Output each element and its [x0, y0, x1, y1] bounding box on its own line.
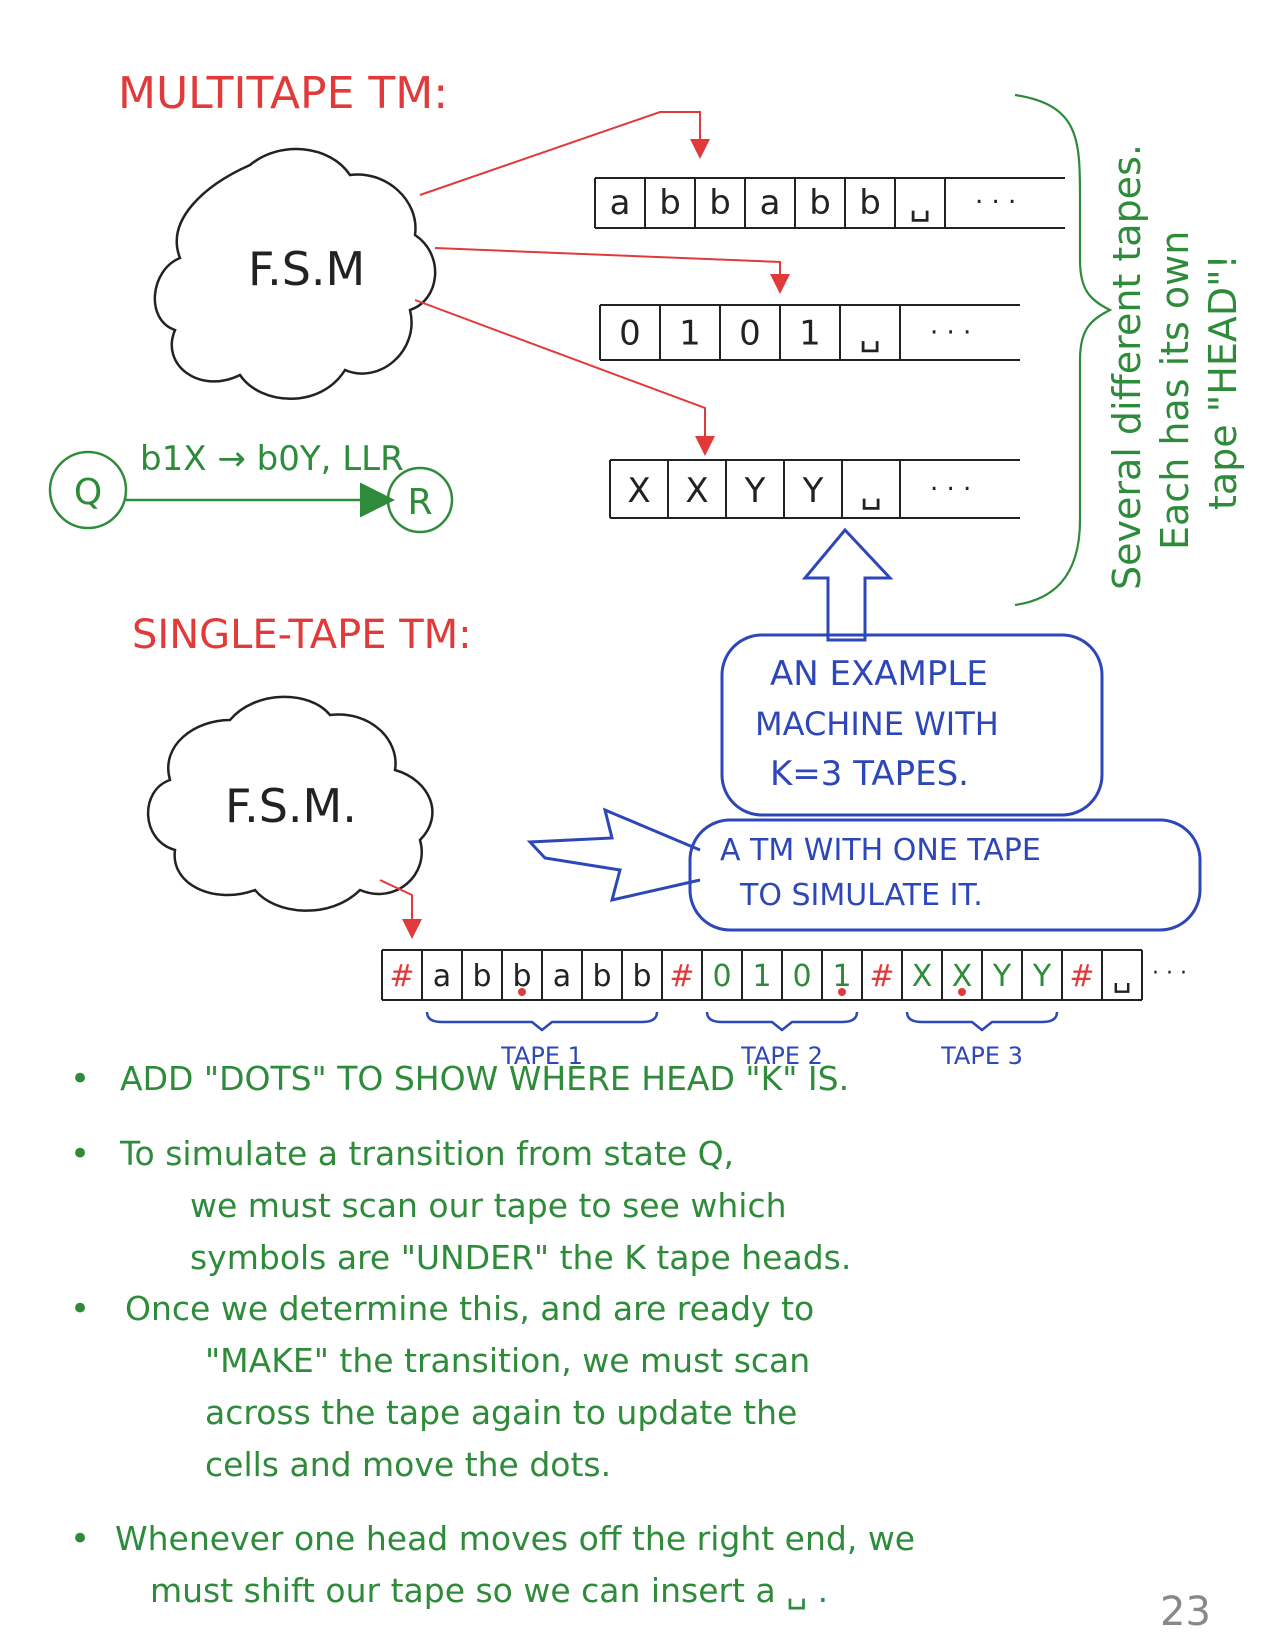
callout-example-line1: AN EXAMPLE — [770, 654, 988, 694]
transition-label: b1X → b0Y, LLR — [140, 439, 404, 479]
transition-diagram: Q R b1X → b0Y, LLR — [48, 439, 454, 534]
up-arrow — [801, 527, 894, 642]
tape-ellipsis: · · · — [930, 475, 971, 505]
tape-1: a b b a b b ␣ · · · — [594, 177, 1065, 229]
callout-example-line2: MACHINE WITH — [755, 705, 999, 743]
single-tape-cell: 1 — [832, 959, 851, 994]
callout-simulate-line2: TO SIMULATE IT. — [739, 878, 983, 913]
tape-cell: X — [627, 471, 650, 511]
single-tape-cell: b — [632, 959, 651, 994]
tape-cell: ␣ — [859, 314, 881, 354]
tape-group-braces: TAPE 1 TAPE 2 TAPE 3 — [425, 1011, 1059, 1070]
bullet-line: cells and move the dots. — [205, 1445, 611, 1484]
single-tape: # a b b a b b #0 1 0 1 # X X Y Y # ␣ · · · — [381, 949, 1187, 1001]
single-tape-cell: ␣ — [1112, 959, 1131, 994]
tape-cell: 0 — [739, 314, 761, 354]
brace-note: Several different tapes. Each has its ow… — [1105, 144, 1245, 590]
single-tape-cell: b — [592, 959, 611, 994]
bullet-line: symbols are "UNDER" the K tape heads. — [190, 1238, 851, 1277]
single-tape-cell: X — [912, 959, 933, 994]
single-tape-ellipsis: · · · — [1152, 961, 1187, 986]
bullet-line: To simulate a transition from state Q, — [119, 1134, 734, 1173]
tape-ellipsis: · · · — [930, 318, 971, 348]
tape-ellipsis: · · · — [975, 188, 1016, 218]
single-tape-cell: # — [669, 959, 694, 994]
single-tape-cell: 1 — [752, 959, 771, 994]
head-arrows-multitape — [414, 111, 790, 456]
bullet-line: we must scan our tape to see which — [190, 1186, 787, 1225]
fsm-label-multitape: F.S.M — [248, 242, 365, 296]
brace — [1014, 93, 1113, 607]
tape-group-brace — [425, 1011, 659, 1032]
single-tape-cell: 0 — [712, 959, 731, 994]
tape-cell: Y — [744, 471, 766, 511]
bullet-line: ADD "DOTS" TO SHOW WHERE HEAD "K" IS. — [120, 1059, 849, 1098]
tape-2: 0 1 0 1 ␣ · · · — [599, 304, 1020, 361]
tape-cell: ␣ — [909, 183, 931, 223]
fsm-cloud-multitape: F.S.M — [153, 147, 437, 400]
state-q-label: Q — [74, 472, 102, 513]
tape-cell: 0 — [619, 314, 641, 354]
single-tape-cell: 0 — [792, 959, 811, 994]
single-tape-cell: X — [952, 959, 973, 994]
tape-cell: 1 — [679, 314, 701, 354]
single-tape-cell: Y — [1032, 959, 1052, 994]
bullet-line: across the tape again to update the — [205, 1393, 797, 1432]
head-arrow-single — [379, 879, 422, 939]
single-tape-cell: a — [553, 959, 571, 994]
tape-cell: ␣ — [860, 471, 882, 511]
bullet-line: Once we determine this, and are ready to — [125, 1289, 814, 1328]
tape-group-label: TAPE 3 — [940, 1042, 1023, 1070]
head-dot — [838, 988, 846, 996]
bullet-marker: • — [70, 1289, 90, 1329]
single-tape-cell: a — [433, 959, 451, 994]
brace-note-line2: Each has its own — [1153, 231, 1197, 550]
tape-cell: b — [659, 183, 681, 223]
tape-cell: 1 — [799, 314, 821, 354]
bullet-line: Whenever one head moves off the right en… — [115, 1519, 915, 1558]
bullet-list: • ADD "DOTS" TO SHOW WHERE HEAD "K" IS. • T… — [70, 1059, 915, 1610]
bullet-marker: • — [70, 1059, 90, 1099]
tape-cell: b — [859, 183, 881, 223]
callout-example-line3: K=3 TAPES. — [770, 754, 969, 794]
tape-group-label: TAPE 1 — [500, 1042, 583, 1070]
tape-group-brace — [705, 1011, 859, 1032]
head-dot — [958, 988, 966, 996]
callout-simulate: A TM WITH ONE TAPE TO SIMULATE IT. — [526, 807, 1202, 932]
tape-cell: Y — [802, 471, 824, 511]
page-number: 23 — [1160, 1589, 1211, 1635]
bullet-line: "MAKE" the transition, we must scan — [205, 1341, 810, 1380]
tape-cell: a — [760, 183, 781, 223]
state-r-label: R — [407, 482, 432, 523]
state-q — [48, 450, 128, 530]
multitape-title: MULTITAPE TM: — [118, 68, 448, 119]
single-tape-title: SINGLE-TAPE TM: — [132, 612, 472, 658]
tape-cell: b — [809, 183, 831, 223]
callout-simulate-line1: A TM WITH ONE TAPE — [720, 833, 1041, 868]
tape-cell: a — [610, 183, 631, 223]
fsm-label-single: F.S.M. — [225, 779, 357, 833]
fsm-cloud-single: F.S.M. — [146, 695, 434, 912]
tape-cell: X — [685, 471, 708, 511]
tape-3: X X Y Y ␣ · · · — [609, 459, 1020, 519]
single-tape-cell: Y — [992, 959, 1012, 994]
single-tape-cell: # — [389, 959, 414, 994]
bullet-line: must shift our tape so we can insert a ␣… — [150, 1571, 828, 1610]
tape-group-brace — [905, 1011, 1059, 1032]
tape-cell: b — [709, 183, 731, 223]
brace-note-line3: tape "HEAD"! — [1201, 254, 1245, 510]
single-tape-cell: # — [1069, 959, 1094, 994]
brace-note-line1: Several different tapes. — [1105, 144, 1149, 590]
bullet-marker: • — [70, 1134, 90, 1174]
head-dot — [518, 988, 526, 996]
bullet-marker: • — [70, 1519, 90, 1559]
single-tape-cell: # — [869, 959, 894, 994]
single-tape-cell: b — [512, 959, 531, 994]
tape-group-label: TAPE 2 — [740, 1042, 823, 1070]
left-arrow — [526, 807, 701, 903]
callout-example: AN EXAMPLE MACHINE WITH K=3 TAPES. — [720, 633, 1104, 817]
single-tape-cell: b — [472, 959, 491, 994]
